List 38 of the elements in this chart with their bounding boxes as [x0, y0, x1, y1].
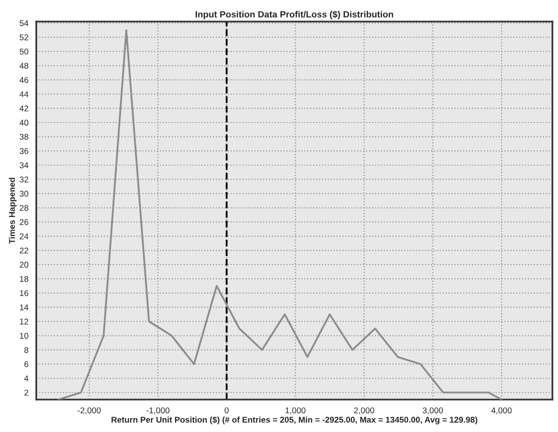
y-tick-label: 20 [20, 262, 28, 268]
y-tick-label: 18 [20, 276, 28, 282]
y-tick-label: 36 [20, 148, 28, 154]
line-series [57, 29, 502, 400]
y-tick-label: 54 [20, 20, 28, 26]
y-tick-label: 48 [20, 62, 28, 69]
y-tick-label: 44 [20, 91, 28, 98]
y-tick-label: 38 [20, 134, 28, 140]
y-tick-label: 28 [20, 204, 28, 211]
y-tick-label: 2 [24, 390, 28, 396]
y-tick-label: 40 [20, 120, 28, 126]
x-tick-label: 2,000 [354, 407, 374, 414]
y-tick-label: 50 [20, 48, 28, 55]
y-tick-label: 10 [20, 332, 28, 339]
y-tick-label: 52 [20, 34, 28, 40]
y-axis-title: Times Happened [8, 178, 17, 244]
chart-title: Input Position Data Profit/Loss ($) Distribution [196, 10, 394, 20]
y-tick-label: 24 [20, 233, 28, 240]
y-tick-label: 26 [20, 219, 28, 226]
y-tick-label: 46 [20, 77, 28, 83]
y-tick-label: 16 [20, 290, 28, 296]
x-tick-label: 0 [224, 407, 229, 414]
y-tick-label: 42 [20, 105, 28, 112]
y-tick-label: 14 [20, 304, 28, 310]
x-axis-title: Return Per Unit Position ($) (# of Entries = 205, Min = -2925.00, Max = 13450.00, Avg = 129.98) [112, 416, 478, 424]
y-tick-label: 4 [24, 376, 28, 382]
x-tick-label: 4,000 [491, 407, 512, 414]
y-tick-label: 34 [20, 162, 28, 168]
x-tick-label: -1,000 [146, 407, 170, 414]
y-tick-label: 32 [20, 176, 28, 182]
x-tick-label: 1,000 [286, 407, 306, 414]
y-tick-label: 22 [20, 248, 28, 254]
y-tick-label: 12 [20, 318, 28, 324]
x-tick-label: -2,000 [78, 407, 101, 414]
y-tick-label: 8 [24, 347, 28, 353]
y-tick-label: 30 [20, 190, 28, 197]
x-tick-label: 3,000 [422, 407, 443, 414]
y-tick-label: 6 [24, 361, 28, 368]
